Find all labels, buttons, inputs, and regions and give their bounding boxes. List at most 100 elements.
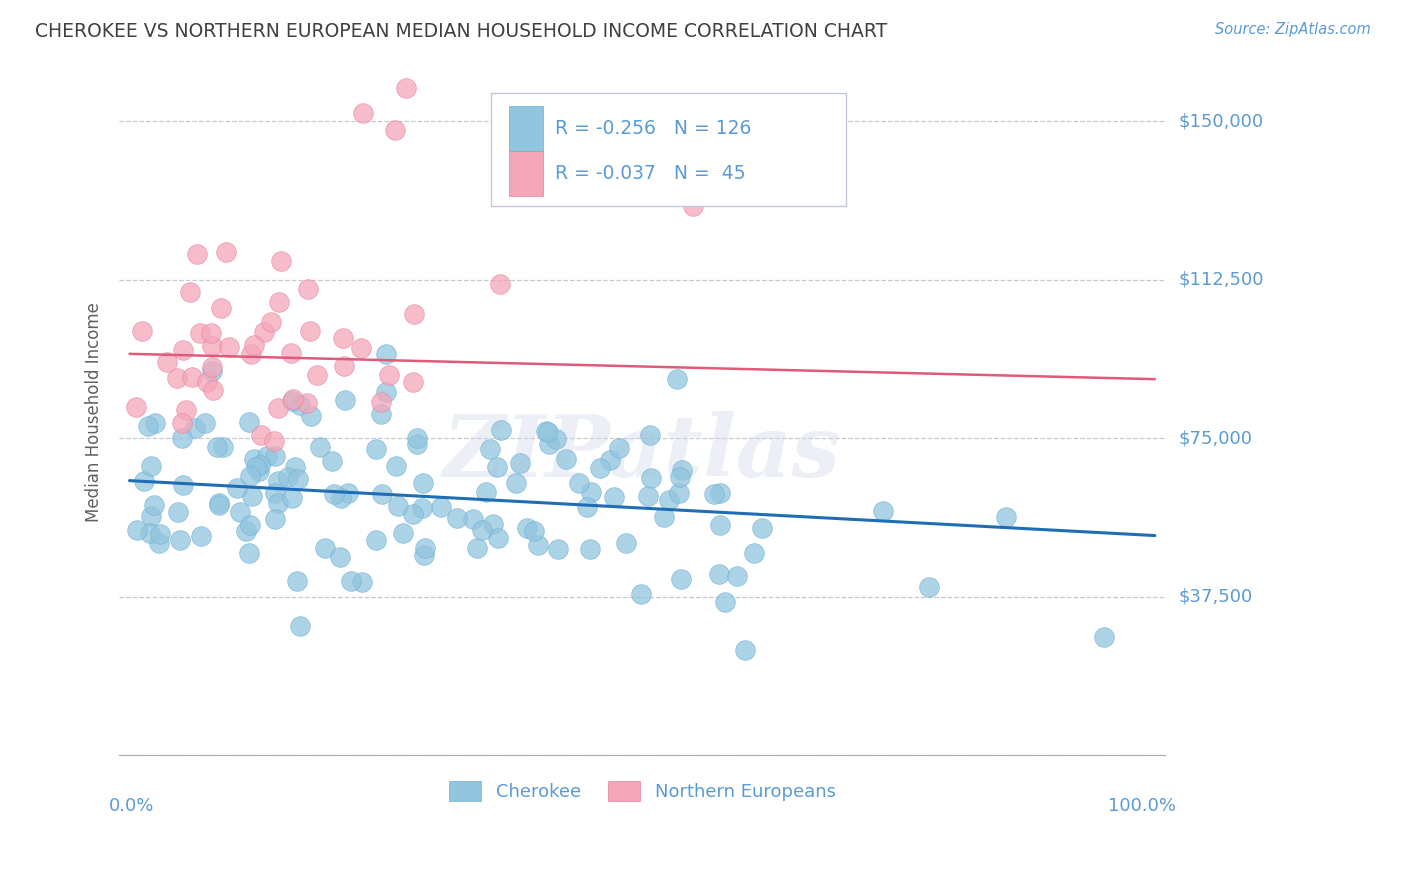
Point [138,419,160,434]
Point [350,574,373,589]
Point [263,512,285,526]
Point [170,416,193,430]
Point [139,508,162,523]
Point [285,574,308,588]
Point [489,423,512,437]
Point [235,524,257,539]
Point [277,470,299,484]
Point [703,486,725,500]
Point [253,326,276,340]
Point [607,441,630,455]
Point [290,398,312,412]
Point [250,428,273,442]
Point [599,453,621,467]
Point [391,526,413,541]
Point [270,254,292,268]
Point [132,475,155,489]
Point [238,415,260,429]
Point [709,518,731,533]
Point [412,475,434,490]
Point [166,506,188,520]
FancyBboxPatch shape [509,106,543,151]
Point [329,549,352,564]
Point [149,527,172,541]
Point [537,425,560,440]
Point [249,463,271,477]
Point [1092,630,1115,644]
Point [387,499,409,513]
Point [131,325,153,339]
Point [148,535,170,549]
Point [249,458,271,472]
Point [579,541,602,556]
Point [665,372,688,386]
Text: 0.0%: 0.0% [108,797,155,814]
Point [366,533,388,548]
Point [209,301,232,316]
Point [195,375,218,389]
Point [314,541,336,556]
Point [671,572,693,586]
Point [340,574,363,588]
FancyBboxPatch shape [509,151,543,195]
Point [194,416,217,430]
Point [544,432,567,446]
Point [287,472,309,486]
Point [413,541,436,555]
Point [669,470,692,484]
Point [284,459,307,474]
Text: ZIPatlas: ZIPatlas [443,411,841,495]
Point [364,442,387,456]
Point [260,315,283,329]
Point [305,368,328,382]
Point [143,417,166,431]
Point [156,355,179,369]
Point [264,486,287,500]
Point [378,368,401,382]
Point [321,453,343,467]
Point [190,529,212,543]
Point [918,580,941,594]
Point [671,462,693,476]
Point [245,460,267,475]
Point [266,401,288,415]
Point [174,403,197,417]
Point [205,440,228,454]
Text: R = -0.256   N = 126: R = -0.256 N = 126 [555,120,752,138]
Text: 100.0%: 100.0% [1108,797,1175,814]
Point [402,307,425,321]
Point [637,489,659,503]
Point [281,491,304,505]
Text: $150,000: $150,000 [1180,112,1264,130]
Point [509,456,531,470]
Point [239,468,262,483]
Point [370,487,392,501]
Point [668,485,690,500]
Point [614,535,637,549]
Point [375,384,398,399]
Point [430,500,453,515]
Point [413,549,436,563]
Point [218,340,240,354]
Text: $37,500: $37,500 [1180,588,1253,606]
Point [264,449,287,463]
Point [184,421,207,435]
Point [295,396,318,410]
Point [714,595,737,609]
Point [200,364,222,378]
Point [301,409,323,424]
Text: R = -0.037   N =  45: R = -0.037 N = 45 [555,164,747,183]
Point [139,526,162,541]
Point [751,521,773,535]
Point [336,485,359,500]
Text: $75,000: $75,000 [1180,429,1253,448]
Point [658,492,681,507]
Point [475,485,498,500]
Point [576,500,599,515]
Point [486,532,509,546]
Point [523,524,546,538]
Point [516,521,538,535]
Point [485,460,508,475]
Point [652,510,675,524]
Point [267,496,290,510]
